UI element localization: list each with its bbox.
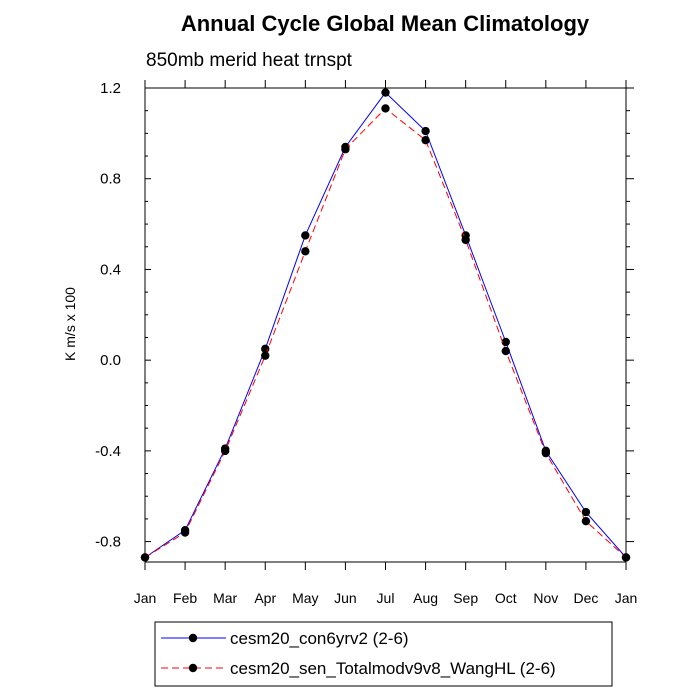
y-tick-label: -0.4 <box>95 443 121 460</box>
x-tick-label: Oct <box>495 590 517 606</box>
data-point <box>220 446 230 456</box>
data-point <box>180 528 190 537</box>
y-tick-label: 0.8 <box>100 171 121 188</box>
plot-frame <box>144 87 627 563</box>
series-layer <box>140 88 631 562</box>
x-tick-label: Mar <box>213 590 237 606</box>
legend-marker <box>188 633 198 643</box>
data-point <box>501 346 510 356</box>
y-tick-label: 1.2 <box>100 80 121 97</box>
data-point <box>421 135 430 145</box>
y-tick-label: -0.8 <box>95 534 121 551</box>
series-1 <box>140 88 631 562</box>
data-point <box>581 507 591 517</box>
data-point <box>541 448 551 458</box>
x-tick-label: May <box>292 590 318 606</box>
legend-box <box>154 621 613 687</box>
legend: cesm20_con6yrv2 (2-6) cesm20_sen_Totalmod… <box>154 621 613 687</box>
axis-ticks <box>144 80 634 570</box>
data-point <box>581 516 591 526</box>
x-tick-label: Feb <box>173 590 197 606</box>
data-point <box>501 337 510 347</box>
legend-label: cesm20_con6yrv2 (2-6) <box>230 629 409 648</box>
legend-label: cesm20_sen_Totalmodv9v8_WangHL (2-6) <box>230 659 556 678</box>
x-tick-label: Apr <box>254 590 276 606</box>
chart-subtitle: 850mb merid heat trnspt <box>146 50 353 71</box>
data-point <box>421 126 430 136</box>
x-tick-label: Sep <box>453 590 478 606</box>
series-line <box>144 107 627 558</box>
x-tick-label: Aug <box>413 590 438 606</box>
data-point <box>381 104 390 113</box>
x-tick-label: Dec <box>573 590 598 606</box>
x-tick-label: Nov <box>533 590 558 606</box>
y-tick-label: 0.4 <box>100 261 121 278</box>
data-point <box>261 351 270 360</box>
series-2 <box>140 104 631 562</box>
y-tick-label: 0.0 <box>100 352 121 369</box>
x-tick-label: Jan <box>615 590 638 606</box>
data-point <box>381 88 390 97</box>
y-axis-label: K m/s x 100 <box>62 287 78 361</box>
data-point <box>140 553 150 562</box>
x-tick-label: Jul <box>377 590 395 606</box>
data-point <box>341 145 350 154</box>
series-line <box>144 91 627 558</box>
data-point <box>621 553 631 562</box>
data-point <box>461 235 470 245</box>
data-point <box>301 247 310 256</box>
data-point <box>301 231 310 240</box>
legend-marker <box>188 663 198 673</box>
chart-title: Annual Cycle Global Mean Climatology <box>181 11 590 36</box>
x-tick-label: Jan <box>134 590 157 606</box>
x-tick-label: Jun <box>334 590 357 606</box>
